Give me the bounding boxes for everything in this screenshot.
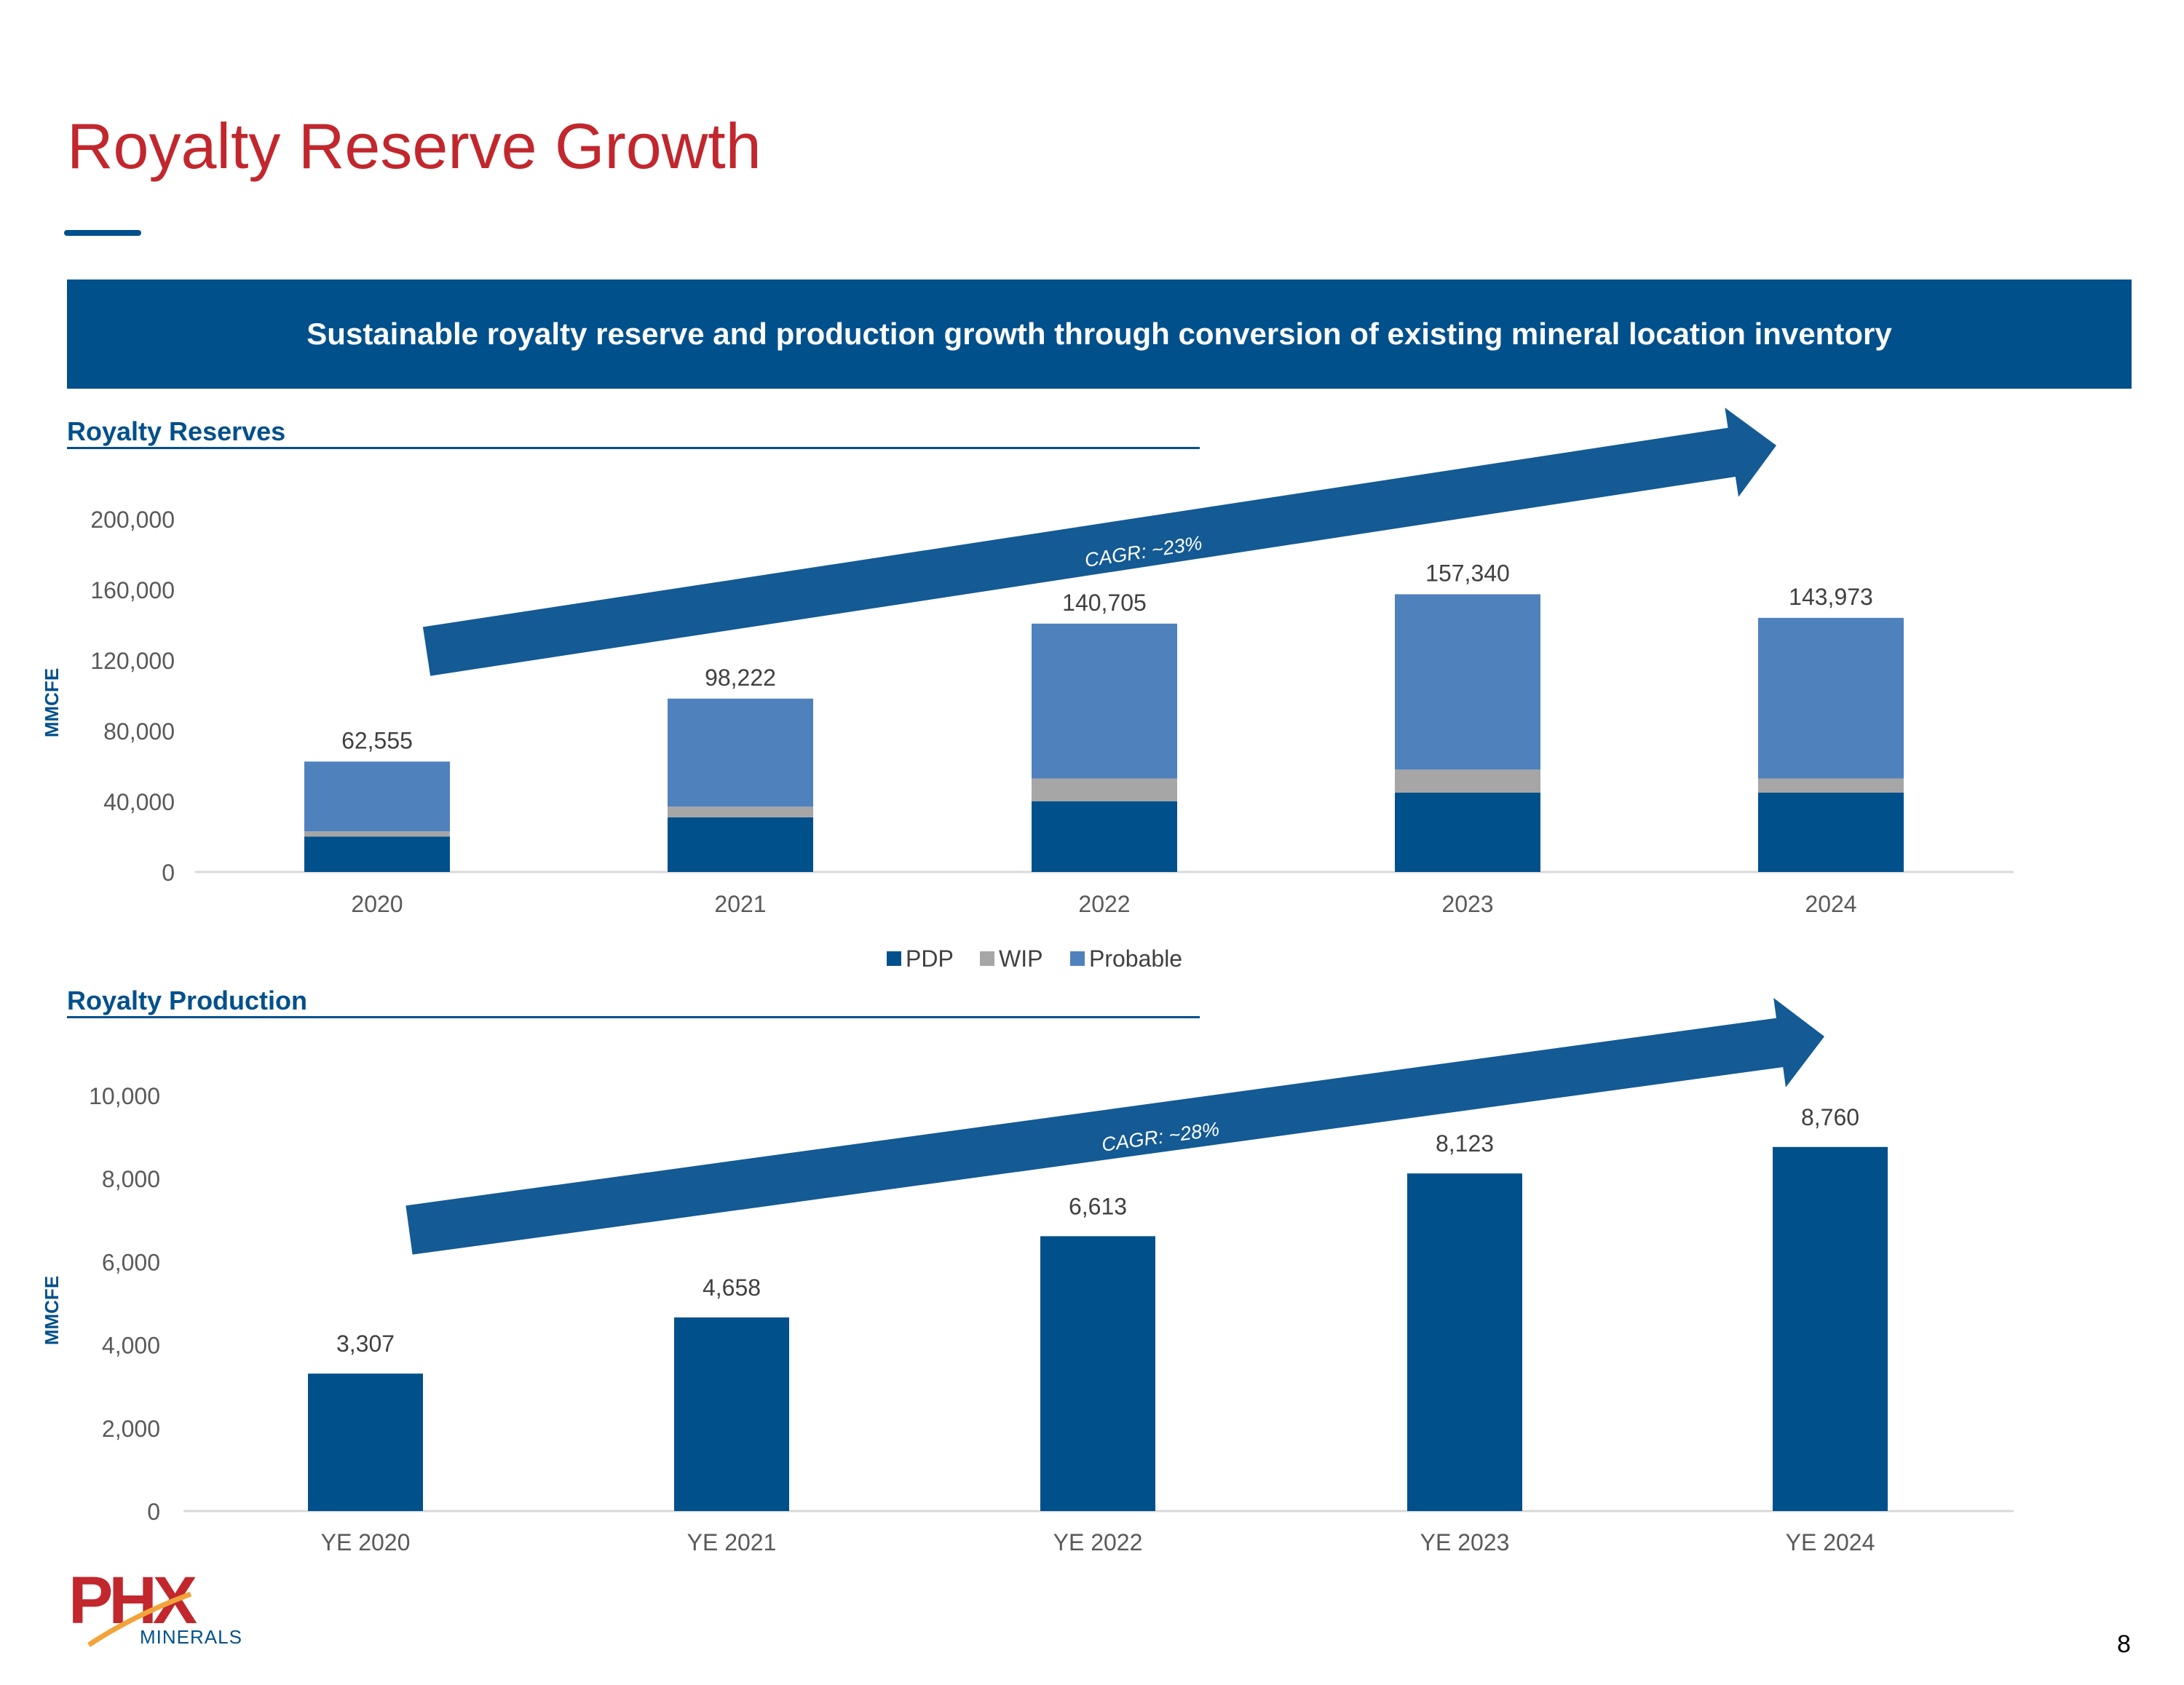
reserves-bar-wip-2024 — [1758, 778, 1904, 793]
reserves-bar-pdp-2021 — [668, 817, 813, 872]
production-bar-ye-2020 — [308, 1373, 423, 1511]
reserves-bar-probable-2024 — [1758, 617, 1904, 779]
summary-banner-text: Sustainable royalty reserve and producti… — [306, 317, 1892, 351]
production-bar-ye-2023 — [1407, 1173, 1522, 1511]
production-category-label: YE 2022 — [1053, 1529, 1143, 1555]
reserves-bar-pdp-2024 — [1758, 792, 1904, 872]
production-ytick-label: 4,000 — [102, 1333, 160, 1359]
production-ytick-label: 6,000 — [102, 1249, 160, 1275]
summary-banner: Sustainable royalty reserve and producti… — [67, 279, 2132, 389]
reserves-bar-probable-2020 — [304, 761, 450, 832]
production-heading-rule — [67, 1016, 1200, 1018]
reserves-total-label: 157,340 — [1425, 560, 1510, 586]
reserves-bar-probable-2021 — [668, 698, 813, 807]
production-category-label: YE 2023 — [1420, 1529, 1510, 1555]
reserves-bar-probable-2022 — [1032, 623, 1177, 779]
legend-swatch-probable — [1070, 951, 1085, 966]
production-bar-ye-2022 — [1040, 1236, 1155, 1511]
legend-label-wip: WIP — [999, 945, 1042, 972]
production-category-label: YE 2021 — [687, 1529, 777, 1555]
title-underline — [64, 230, 141, 236]
reserves-bar-wip-2021 — [668, 806, 813, 817]
logo-subtext: MINERALS — [140, 1626, 242, 1648]
reserves-category-label: 2024 — [1805, 891, 1856, 917]
production-category-label: YE 2024 — [1786, 1529, 1875, 1555]
production-heading: Royalty Production — [67, 986, 308, 1015]
reserves-bar-wip-2022 — [1032, 778, 1177, 801]
production-arrow: CAGR: ~28% — [405, 997, 1824, 1255]
legend-swatch-wip — [980, 951, 994, 966]
phx-minerals-logo: PHX MINERALS — [68, 1565, 242, 1648]
production-ytick-label: 0 — [147, 1499, 160, 1525]
reserves-ytick-label: 160,000 — [90, 577, 175, 603]
reserves-bar-probable-2023 — [1395, 594, 1540, 770]
legend-swatch-pdp — [887, 951, 901, 966]
reserves-ytick-label: 200,000 — [90, 507, 175, 533]
production-arrow-shape — [405, 997, 1824, 1255]
reserves-bar-wip-2023 — [1395, 769, 1540, 793]
production-bar-ye-2021 — [674, 1317, 789, 1511]
page-number: 8 — [2117, 1630, 2131, 1658]
reserves-total-label: 62,555 — [341, 727, 413, 753]
reserves-total-label: 98,222 — [705, 665, 776, 691]
reserves-bar-pdp-2020 — [304, 836, 450, 872]
page-title: Royalty Reserve Growth — [67, 110, 761, 182]
reserves-ytick-label: 120,000 — [90, 648, 175, 674]
reserves-bar-pdp-2022 — [1032, 801, 1177, 872]
reserves-heading: Royalty Reserves — [67, 416, 286, 446]
reserves-bar-pdp-2023 — [1395, 792, 1540, 872]
production-category-label: YE 2020 — [321, 1529, 411, 1555]
logo-swoosh — [87, 1591, 192, 1647]
production-ytick-label: 2,000 — [102, 1416, 160, 1442]
reserves-category-label: 2020 — [351, 891, 403, 917]
reserves-y-axis-label: MMCFE — [41, 668, 63, 737]
reserves-ytick-label: 40,000 — [103, 789, 175, 815]
reserves-category-label: 2023 — [1441, 891, 1493, 917]
production-value-label: 3,307 — [336, 1331, 395, 1357]
logo-wordmark: PHX — [68, 1565, 197, 1638]
legend-label-pdp: PDP — [906, 945, 954, 972]
reserves-ytick-label: 80,000 — [103, 718, 175, 745]
production-ytick-label: 10,000 — [89, 1083, 160, 1109]
production-value-label: 8,760 — [1801, 1104, 1859, 1130]
reserves-bar-wip-2020 — [304, 831, 450, 837]
production-ytick-label: 8,000 — [102, 1166, 160, 1192]
reserves-total-label: 143,973 — [1789, 584, 1873, 610]
production-value-label: 4,658 — [703, 1274, 761, 1301]
production-value-label: 8,123 — [1436, 1130, 1494, 1157]
reserves-arrow-shape — [422, 408, 1777, 676]
production-value-label: 6,613 — [1069, 1193, 1127, 1219]
production-bar-ye-2024 — [1773, 1146, 1888, 1511]
reserves-heading-rule — [67, 447, 1200, 449]
reserves-category-label: 2021 — [714, 891, 766, 917]
reserves-ytick-label: 0 — [162, 860, 175, 886]
legend-label-probable: Probable — [1089, 945, 1182, 972]
reserves-total-label: 140,705 — [1062, 590, 1147, 616]
reserves-category-label: 2022 — [1078, 891, 1130, 917]
production-y-axis-label: MMCFE — [41, 1276, 63, 1345]
